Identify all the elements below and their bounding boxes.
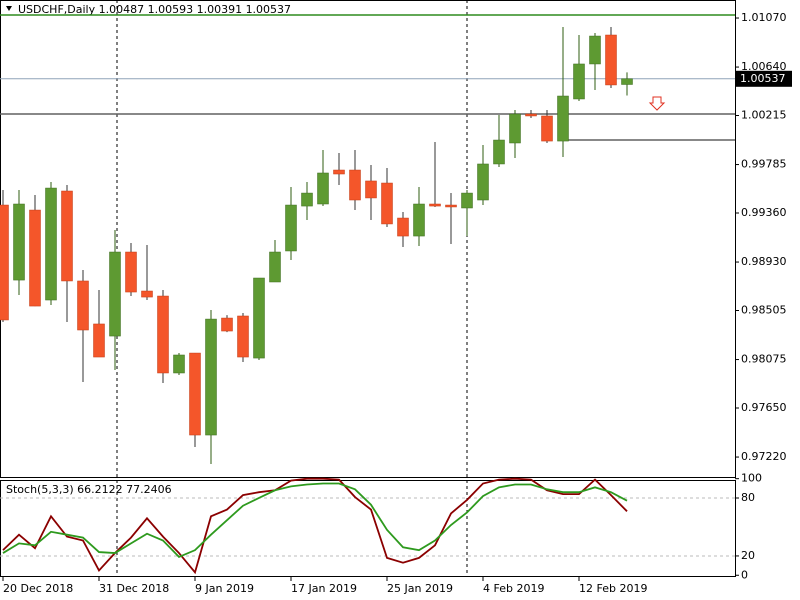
candle-body: [77, 280, 89, 331]
y-tick-label: 1.01070: [741, 11, 787, 24]
y-tick-label: 0.98930: [741, 255, 787, 268]
candle-body: [0, 204, 9, 321]
candle-body: [141, 290, 153, 298]
candle-body: [429, 203, 441, 207]
candle-body: [445, 204, 457, 208]
candle-body: [365, 180, 377, 199]
candle-body: [29, 209, 41, 307]
candle-body: [541, 115, 553, 142]
price-label: 1.00537: [740, 72, 786, 85]
candle-body: [301, 192, 313, 207]
candle-body: [253, 277, 265, 359]
x-tick-label: 25 Jan 2019: [387, 582, 453, 595]
y-tick-label: 1.00215: [741, 109, 787, 122]
candle-body: [189, 352, 201, 436]
x-tick-label: 31 Dec 2018: [99, 582, 169, 595]
y-tick-label: 0.97650: [741, 401, 787, 414]
indicator-title: Stoch(5,3,3) 66.2122 77.2406: [6, 483, 172, 496]
candle-body: [493, 139, 505, 165]
candle-body: [573, 63, 585, 100]
y-tick-label: 20: [741, 549, 755, 562]
candle-body: [333, 169, 345, 175]
candle-body: [621, 78, 633, 85]
candle-body: [285, 204, 297, 252]
y-tick-label: 0.98505: [741, 304, 787, 317]
y-tick-label: 80: [741, 491, 755, 504]
candle-body: [413, 203, 425, 237]
y-tick-label: 100: [741, 472, 762, 485]
sell-arrow: [648, 96, 666, 111]
candle-body: [125, 251, 137, 293]
candle-body: [157, 295, 169, 374]
y-tick-label: 0.97220: [741, 450, 787, 463]
candle-body: [525, 113, 537, 117]
x-tick-label: 20 Dec 2018: [3, 582, 73, 595]
candle-body: [269, 251, 281, 283]
x-tick-label: 12 Feb 2019: [579, 582, 647, 595]
candle-body: [13, 203, 25, 281]
candle-body: [589, 35, 601, 65]
candle-body: [349, 169, 361, 201]
y-tick-label: 0.99360: [741, 206, 787, 219]
candle-body: [61, 190, 73, 282]
y-tick-label: 0.98075: [741, 353, 787, 366]
candle-body: [477, 163, 489, 201]
stoch-line: [2, 482, 628, 558]
price-label-box: [736, 70, 792, 87]
candle-body: [93, 323, 105, 358]
candle-body: [605, 34, 617, 86]
x-tick-label: 9 Jan 2019: [195, 582, 254, 595]
candle-body: [45, 187, 57, 301]
candle-body: [461, 192, 473, 209]
y-tick-label: 0.99785: [741, 158, 787, 171]
y-tick-label: 1.00640: [741, 60, 787, 73]
x-tick-label: 17 Jan 2019: [291, 582, 357, 595]
stoch-line: [2, 477, 628, 575]
candle-body: [317, 172, 329, 205]
candle-body: [557, 95, 569, 142]
x-tick-label: 4 Feb 2019: [483, 582, 544, 595]
candle-body: [381, 182, 393, 225]
dropdown-icon: [6, 6, 12, 11]
candle-body: [205, 318, 217, 436]
candle-body: [173, 354, 185, 374]
candle-body: [397, 217, 409, 237]
candle-body: [509, 113, 521, 144]
y-tick-label: 0: [741, 568, 748, 581]
indicator-panel-frame: [0, 480, 736, 577]
chart-title: USDCHF,Daily 1.00487 1.00593 1.00391 1.0…: [18, 3, 291, 16]
candle-body: [221, 317, 233, 332]
candle-body: [109, 251, 121, 337]
candle-body: [237, 315, 249, 358]
